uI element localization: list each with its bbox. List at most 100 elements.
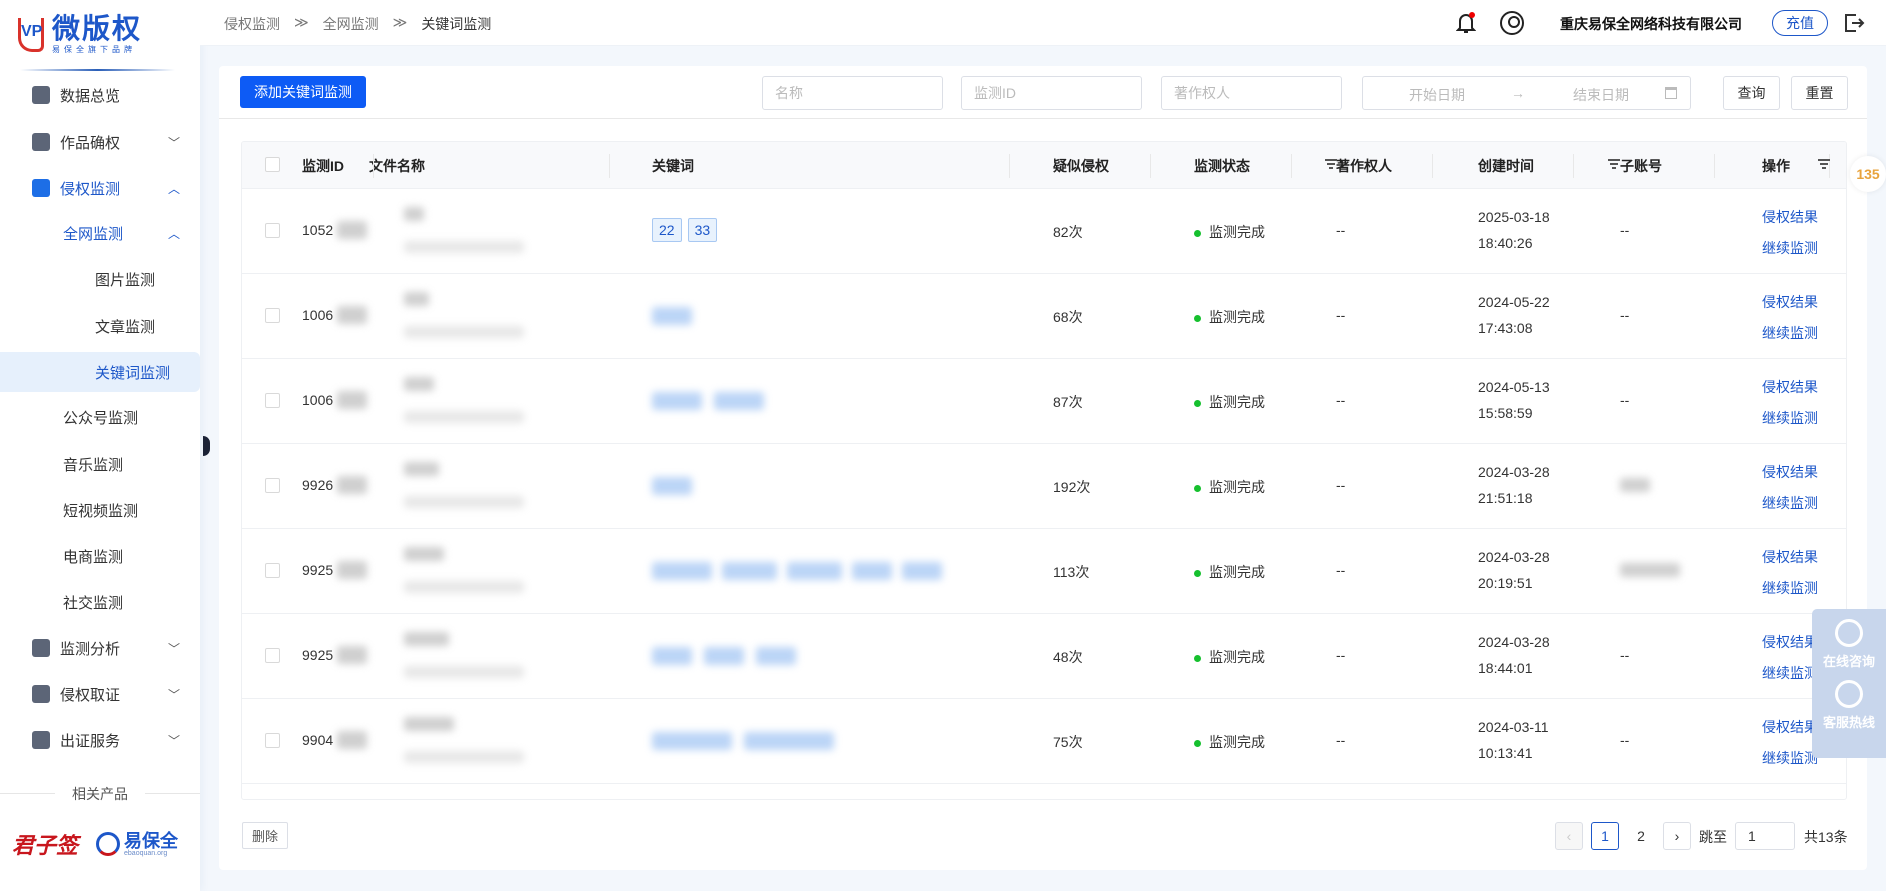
- status-dot-icon: [1194, 229, 1201, 237]
- row-checkbox[interactable]: [265, 223, 280, 238]
- continue-monitor-link[interactable]: 继续监测: [1762, 495, 1818, 511]
- sidebar-item-2[interactable]: 侵权监测 ︿: [0, 168, 200, 208]
- partner-junziqian-logo[interactable]: 君子签: [12, 833, 79, 859]
- date-range-picker[interactable]: 开始日期 → 结束日期: [1362, 76, 1691, 110]
- keyword-tag: 22: [652, 218, 682, 242]
- sidebar-item-0[interactable]: 数据总览: [0, 75, 200, 115]
- continue-monitor-link[interactable]: 继续监测: [1762, 240, 1818, 256]
- infringement-result-link[interactable]: 侵权结果: [1762, 634, 1818, 650]
- partner-ebaoquan-logo[interactable]: 易保全 ebaoquan.org: [96, 832, 178, 857]
- infringement-result-link[interactable]: 侵权结果: [1762, 549, 1818, 565]
- delete-button[interactable]: 删除: [242, 822, 288, 849]
- next-page-button[interactable]: ›: [1663, 822, 1691, 850]
- copyright-owner: --: [1336, 307, 1346, 323]
- sidebar-item-8[interactable]: 音乐监测: [0, 444, 200, 484]
- jump-page-input[interactable]: [1735, 822, 1795, 850]
- monitor-id: 9925: [302, 647, 334, 663]
- sidebar-item-12[interactable]: 监测分析 ﹀: [0, 628, 200, 668]
- sidebar-item-13[interactable]: 侵权取证 ﹀: [0, 674, 200, 714]
- evidence-icon: [32, 685, 50, 703]
- continue-monitor-link[interactable]: 继续监测: [1762, 750, 1818, 766]
- status-dot-icon: [1194, 739, 1201, 747]
- sidebar-item-11[interactable]: 社交监测: [0, 582, 200, 622]
- infringement-result-link[interactable]: 侵权结果: [1762, 379, 1818, 395]
- suspected-infringement-count: 192次: [1053, 479, 1091, 495]
- filter-icon[interactable]: [1818, 159, 1830, 169]
- add-keyword-monitor-button[interactable]: 添加关键词监测: [240, 76, 366, 108]
- prev-page-button[interactable]: ‹: [1555, 822, 1583, 850]
- sidebar-item-4[interactable]: 图片监测: [0, 259, 200, 299]
- monitor-status: 监测完成: [1194, 222, 1265, 242]
- sidebar-item-5[interactable]: 文章监测: [0, 306, 200, 346]
- redacted-keyword: [652, 477, 692, 495]
- calendar-icon: [1665, 87, 1677, 99]
- redacted-sub-account: [1620, 563, 1680, 577]
- sidebar-item-14[interactable]: 出证服务 ﹀: [0, 720, 200, 760]
- redacted-keyword: [714, 392, 764, 410]
- table-row: 1052 22 33 82次 监测完成 -- 2025-03-18 18:40:26…: [242, 189, 1846, 274]
- logo-subtitle: 易保全旗下品牌: [52, 45, 136, 54]
- sidebar-item-3[interactable]: 全网监测 ︿: [0, 213, 200, 253]
- filter-icon[interactable]: [1608, 159, 1620, 169]
- select-all-checkbox[interactable]: [265, 157, 280, 172]
- row-checkbox[interactable]: [265, 648, 280, 663]
- monitor-id: 1006: [302, 307, 334, 323]
- sidebar-item-label: 作品确权: [60, 134, 121, 152]
- copyright-owner: --: [1336, 562, 1346, 578]
- logo[interactable]: VP 微版权 易保全旗下品牌: [18, 14, 142, 55]
- row-checkbox[interactable]: [265, 563, 280, 578]
- infringement-result-link[interactable]: 侵权结果: [1762, 464, 1818, 480]
- page-1-button[interactable]: 1: [1591, 822, 1619, 850]
- sidebar-item-label: 图片监测: [95, 271, 156, 289]
- sidebar-item-1[interactable]: 作品确权 ﹀: [0, 122, 200, 162]
- row-checkbox[interactable]: [265, 393, 280, 408]
- keyword-tags: 22 33: [652, 218, 723, 242]
- query-button[interactable]: 查询: [1723, 76, 1780, 110]
- continue-monitor-link[interactable]: 继续监测: [1762, 410, 1818, 426]
- page-2-button[interactable]: 2: [1627, 822, 1655, 850]
- table-row: 9904 75次 监测完成 -- 2024-03-11 10:13:41 -- 侵权…: [242, 699, 1846, 784]
- hotline-button[interactable]: 客服热线: [1812, 680, 1886, 731]
- redacted-id: [337, 221, 367, 239]
- bell-icon[interactable]: [1456, 12, 1476, 34]
- redacted-id: [337, 731, 367, 749]
- monitor-id-input[interactable]: [961, 76, 1142, 110]
- breadcrumb: 侵权监测 ≫ 全网监测 ≫ 关键词监测: [224, 14, 491, 34]
- infringement-result-link[interactable]: 侵权结果: [1762, 294, 1818, 310]
- copyright-owner-input[interactable]: [1161, 76, 1342, 110]
- reset-button[interactable]: 重置: [1791, 76, 1848, 110]
- status-label: 监测完成: [1209, 224, 1265, 240]
- row-checkbox[interactable]: [265, 478, 280, 493]
- row-checkbox[interactable]: [265, 733, 280, 748]
- infringement-result-link[interactable]: 侵权结果: [1762, 719, 1818, 735]
- online-consult-button[interactable]: 在线咨询: [1812, 619, 1886, 670]
- keyword-monitor-table: 监测ID 文件名称 关键词 疑似侵权 监测状态 著作权人 创建时间 子账号 操作 1052 22…: [241, 141, 1847, 800]
- continue-monitor-link[interactable]: 继续监测: [1762, 665, 1818, 681]
- redacted-file-name: [404, 632, 449, 646]
- logout-icon[interactable]: [1843, 12, 1865, 34]
- certificate-icon: [32, 731, 50, 749]
- row-checkbox[interactable]: [265, 308, 280, 323]
- sidebar-item-7[interactable]: 公众号监测: [0, 397, 200, 437]
- sidebar-item-6[interactable]: 关键词监测: [0, 352, 200, 392]
- continue-monitor-link[interactable]: 继续监测: [1762, 325, 1818, 341]
- breadcrumb-item[interactable]: 侵权监测: [224, 16, 280, 32]
- recharge-button[interactable]: 充值: [1772, 10, 1828, 36]
- redacted-file-info: [404, 326, 524, 338]
- start-date-placeholder[interactable]: 开始日期: [1409, 87, 1465, 103]
- sidebar-item-9[interactable]: 短视频监测: [0, 490, 200, 530]
- filter-icon[interactable]: [1325, 159, 1337, 169]
- name-input[interactable]: [762, 76, 943, 110]
- sidebar-item-10[interactable]: 电商监测: [0, 536, 200, 576]
- shield-check-icon: [32, 133, 50, 151]
- created-date: 2024-05-22: [1478, 294, 1550, 310]
- user-avatar-icon[interactable]: [1500, 11, 1524, 35]
- infringement-result-link[interactable]: 侵权结果: [1762, 209, 1818, 225]
- column-header: 疑似侵权: [1053, 158, 1109, 174]
- breadcrumb-item[interactable]: 全网监测: [322, 16, 379, 32]
- sidebar-collapse-handle[interactable]: [203, 436, 210, 456]
- status-label: 监测完成: [1209, 649, 1265, 665]
- continue-monitor-link[interactable]: 继续监测: [1762, 580, 1818, 596]
- end-date-placeholder[interactable]: 结束日期: [1573, 87, 1629, 103]
- app-135-badge[interactable]: 135: [1850, 156, 1886, 192]
